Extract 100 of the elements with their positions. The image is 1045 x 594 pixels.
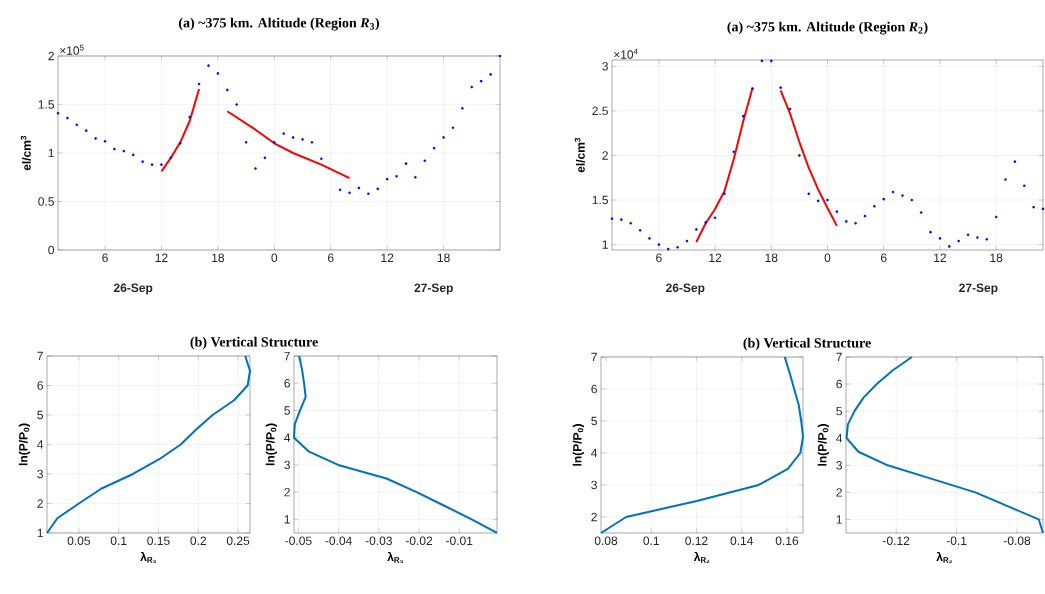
- x-tick-label: 0.25: [226, 536, 250, 546]
- point: [863, 214, 867, 218]
- y-tick-label: 7: [284, 351, 290, 361]
- point: [1022, 184, 1026, 188]
- point: [910, 198, 914, 202]
- point: [788, 107, 792, 111]
- y-tick-label: 4: [591, 448, 598, 458]
- point: [816, 199, 820, 203]
- point: [1004, 178, 1007, 181]
- y-tick-label: 1: [284, 515, 290, 524]
- point: [807, 192, 811, 196]
- x-axis-title: λ$_{R₂}$: [936, 551, 952, 563]
- y-tick-label: 6: [836, 379, 842, 389]
- point: [966, 233, 970, 237]
- point: [732, 150, 736, 154]
- y-tick-label: 5: [284, 406, 290, 415]
- x-tick-label: -0.1: [946, 536, 967, 546]
- point: [666, 247, 670, 251]
- point: [854, 221, 857, 225]
- x-tick-label: 0: [824, 253, 831, 263]
- y-tick-label: 1: [48, 148, 54, 158]
- x-axis-title: λ$_{R₂}$: [693, 551, 710, 563]
- x-tick-label: 0.1: [643, 536, 659, 546]
- point: [976, 236, 979, 239]
- x-tick-label: 12: [381, 253, 394, 262]
- y-tick-label: 2: [836, 488, 842, 497]
- y-tick-label: 2.5: [592, 106, 608, 116]
- x-axis-title: λ$_{R₃}$: [387, 551, 403, 563]
- point: [723, 192, 726, 196]
- point: [957, 239, 960, 243]
- x-tick-label: 0: [271, 253, 278, 263]
- y-tick-label: 4: [836, 434, 843, 443]
- text: ×10$^{4}$: [614, 48, 638, 59]
- y-axis-title: el/cm$^{3}$: [20, 135, 31, 171]
- y-tick-label: 1: [37, 528, 43, 538]
- x-tick-label: 6: [328, 253, 334, 263]
- text: 27-Sep: [959, 283, 998, 295]
- y-tick-label: 6: [284, 378, 290, 388]
- x-tick-label: -0.08: [1003, 536, 1031, 546]
- point: [751, 87, 754, 90]
- x-tick-label: 0.08: [594, 536, 618, 546]
- x-tick-label: -0.02: [405, 536, 433, 546]
- line-series: [160, 87, 201, 173]
- y-tick-label: 2: [48, 51, 54, 61]
- y-tick-label: 7: [836, 352, 842, 362]
- x-tick-label: 0.14: [730, 536, 754, 546]
- point: [769, 59, 773, 63]
- y-axis-title: ln(P/P$_{0}$): [18, 423, 30, 466]
- y-tick-label: 2: [284, 487, 290, 497]
- text: ×10$^{5}$: [60, 44, 84, 55]
- y-axis-title: ln(P/P$_{0}$): [265, 423, 277, 466]
- text: 27-Sep: [414, 283, 453, 295]
- point: [638, 229, 642, 232]
- point: [610, 217, 614, 221]
- x-tick-label: 18: [437, 253, 450, 263]
- x-tick-label: -0.01: [446, 536, 473, 546]
- x-tick-label: -0.12: [883, 536, 910, 546]
- point: [835, 210, 839, 213]
- x-tick-label: -0.03: [365, 536, 392, 546]
- point: [779, 86, 782, 89]
- line-series: [46, 354, 252, 534]
- point: [938, 237, 942, 240]
- line-series: [293, 355, 498, 534]
- point: [826, 198, 829, 202]
- x-tick-label: 12: [934, 253, 946, 262]
- point: [1013, 160, 1017, 163]
- point: [629, 221, 633, 225]
- point: [985, 237, 989, 241]
- chart-title: (b) Vertical Structure: [190, 336, 318, 350]
- x-tick-label: 6: [102, 253, 108, 263]
- point: [891, 190, 895, 194]
- point: [760, 59, 764, 63]
- y-tick-label: 1: [836, 515, 842, 524]
- x-tick-label: -0.05: [285, 536, 312, 546]
- point: [844, 220, 848, 223]
- point: [713, 216, 717, 220]
- y-tick-label: 1.5: [592, 195, 608, 205]
- point: [873, 204, 876, 208]
- y-tick-label: 5: [591, 416, 597, 426]
- y-tick-label: 5: [37, 410, 43, 420]
- y-axis-title: ln(P/P$_{0}$): [817, 424, 829, 466]
- point: [901, 194, 904, 197]
- point: [919, 211, 923, 214]
- y-tick-label: 5: [836, 406, 842, 416]
- point: [685, 239, 689, 243]
- point: [657, 243, 661, 246]
- y-tick-label: 2: [602, 151, 608, 160]
- x-axis-title: λ$_{R₃}$: [140, 551, 156, 563]
- y-tick-label: 2: [37, 499, 43, 508]
- y-axis-title: ln(P/P$_{0}$): [572, 424, 584, 466]
- y-tick-label: 1: [602, 240, 608, 249]
- y-tick-label: 2: [591, 512, 597, 522]
- chart-title: (a) ~375 km. Altitude (Region R$_{2}$): [727, 21, 928, 35]
- point: [929, 230, 932, 234]
- x-tick-label: 12: [709, 253, 722, 262]
- line-series: [845, 355, 1044, 534]
- point: [994, 215, 998, 219]
- y-tick-label: 3: [37, 469, 43, 479]
- y-axis-title: el/cm$^{3}$: [574, 137, 585, 173]
- point: [798, 154, 801, 157]
